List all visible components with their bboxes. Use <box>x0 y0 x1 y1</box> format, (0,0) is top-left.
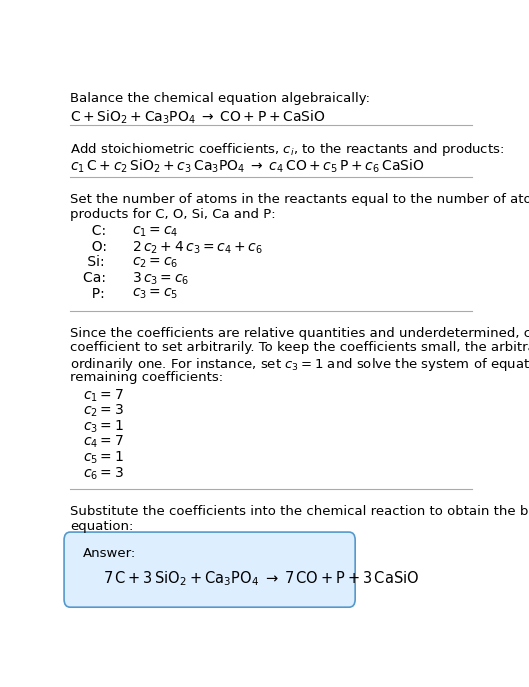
Text: $\text{C} + \text{SiO}_2 + \text{Ca}_3\text{PO}_4 \;\rightarrow\; \text{CO} + \t: $\text{C} + \text{SiO}_2 + \text{Ca}_3\t… <box>70 109 326 126</box>
Text: coefficient to set arbitrarily. To keep the coefficients small, the arbitrary va: coefficient to set arbitrarily. To keep … <box>70 341 529 354</box>
Text: Substitute the coefficients into the chemical reaction to obtain the balanced: Substitute the coefficients into the che… <box>70 505 529 518</box>
Text: products for C, O, Si, Ca and P:: products for C, O, Si, Ca and P: <box>70 208 276 221</box>
Text: Add stoichiometric coefficients, $c_i$, to the reactants and products:: Add stoichiometric coefficients, $c_i$, … <box>70 141 505 158</box>
Text: O:: O: <box>83 240 115 254</box>
Text: equation:: equation: <box>70 520 134 533</box>
Text: C:: C: <box>83 225 114 238</box>
Text: P:: P: <box>83 286 113 300</box>
Text: $c_5 = 1$: $c_5 = 1$ <box>83 449 123 466</box>
Text: $c_1 = c_4$: $c_1 = c_4$ <box>132 225 178 238</box>
FancyBboxPatch shape <box>64 532 355 607</box>
Text: $c_3 = 1$: $c_3 = 1$ <box>83 418 123 435</box>
Text: Answer:: Answer: <box>83 548 136 561</box>
Text: ordinarily one. For instance, set $c_3 = 1$ and solve the system of equations fo: ordinarily one. For instance, set $c_3 =… <box>70 356 529 373</box>
Text: $c_6 = 3$: $c_6 = 3$ <box>83 465 123 482</box>
Text: $c_2 = c_6$: $c_2 = c_6$ <box>132 256 178 270</box>
Text: Ca:: Ca: <box>83 271 114 285</box>
Text: Set the number of atoms in the reactants equal to the number of atoms in the: Set the number of atoms in the reactants… <box>70 193 529 206</box>
Text: $3\,c_3 = c_6$: $3\,c_3 = c_6$ <box>132 271 189 287</box>
Text: $c_1\,\text{C} + c_2\,\text{SiO}_2 + c_3\,\text{Ca}_3\text{PO}_4 \;\rightarrow\;: $c_1\,\text{C} + c_2\,\text{SiO}_2 + c_3… <box>70 158 424 175</box>
Text: remaining coefficients:: remaining coefficients: <box>70 371 223 384</box>
Text: Since the coefficients are relative quantities and underdetermined, choose a: Since the coefficients are relative quan… <box>70 326 529 339</box>
Text: $c_2 = 3$: $c_2 = 3$ <box>83 403 123 419</box>
Text: Balance the chemical equation algebraically:: Balance the chemical equation algebraica… <box>70 92 370 105</box>
Text: $c_4 = 7$: $c_4 = 7$ <box>83 434 123 451</box>
Text: Si:: Si: <box>83 256 113 269</box>
Text: $7\,\text{C} + 3\,\text{SiO}_2 + \text{Ca}_3\text{PO}_4 \;\rightarrow\; 7\,\text: $7\,\text{C} + 3\,\text{SiO}_2 + \text{C… <box>103 569 419 588</box>
Text: $c_1 = 7$: $c_1 = 7$ <box>83 387 123 404</box>
Text: $2\,c_2 + 4\,c_3 = c_4 + c_6$: $2\,c_2 + 4\,c_3 = c_4 + c_6$ <box>132 240 263 256</box>
Text: $c_3 = c_5$: $c_3 = c_5$ <box>132 286 178 301</box>
